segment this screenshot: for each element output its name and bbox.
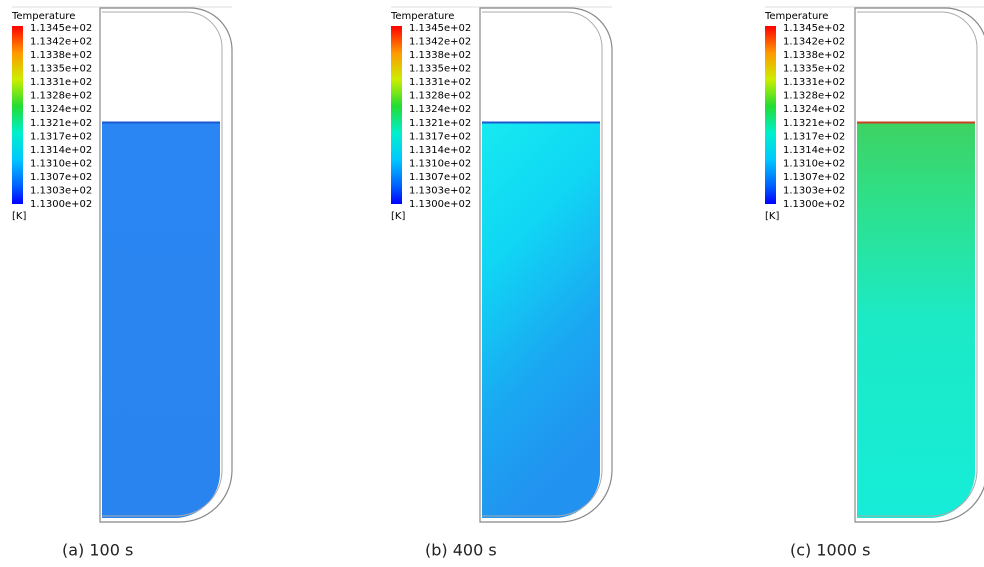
legend-label: 1.1303e+02 <box>409 185 471 196</box>
legend-unit: [K] <box>391 211 405 222</box>
legend-label: 1.1342e+02 <box>30 37 92 48</box>
caption: (a) 100 s <box>62 541 133 560</box>
legend-label: 1.1342e+02 <box>409 37 471 48</box>
colorbar <box>765 26 776 204</box>
legend-label: 1.1321e+02 <box>30 118 92 129</box>
legend-title: Temperature <box>764 11 828 22</box>
legend-label: 1.1300e+02 <box>783 199 845 210</box>
legend-label: 1.1324e+02 <box>409 104 471 115</box>
legend-label: 1.1303e+02 <box>30 185 92 196</box>
legend-label: 1.1307e+02 <box>783 172 845 183</box>
legend-label: 1.1345e+02 <box>783 23 845 34</box>
tank-outer <box>854 7 984 523</box>
legend-label: 1.1300e+02 <box>30 199 92 210</box>
fluid <box>857 122 976 518</box>
tank-outer <box>479 7 613 523</box>
legend-label: 1.1335e+02 <box>409 64 471 75</box>
caption: (c) 1000 s <box>790 541 871 560</box>
legend-label: 1.1338e+02 <box>409 50 471 61</box>
legend-label: 1.1314e+02 <box>409 145 471 156</box>
legend-label: 1.1310e+02 <box>30 158 92 169</box>
caption: (b) 400 s <box>425 541 497 560</box>
legend-label: 1.1324e+02 <box>30 104 92 115</box>
tank-inner <box>102 11 223 517</box>
tank-inner <box>857 11 978 517</box>
legend-label: 1.1300e+02 <box>409 199 471 210</box>
legend-label: 1.1331e+02 <box>783 77 845 88</box>
legend-title: Temperature <box>390 11 454 22</box>
tank-outer <box>99 7 233 523</box>
legend-label: 1.1328e+02 <box>783 91 845 102</box>
legend-label: 1.1314e+02 <box>30 145 92 156</box>
colorbar <box>12 26 23 204</box>
legend-label: 1.1345e+02 <box>409 23 471 34</box>
legend-label: 1.1317e+02 <box>409 131 471 142</box>
legend-label: 1.1307e+02 <box>409 172 471 183</box>
legend-label: 1.1307e+02 <box>30 172 92 183</box>
legend-label: 1.1321e+02 <box>409 118 471 129</box>
legend-label: 1.1331e+02 <box>409 77 471 88</box>
legend-label: 1.1317e+02 <box>30 131 92 142</box>
legend-label: 1.1338e+02 <box>30 50 92 61</box>
legend-label: 1.1331e+02 <box>30 77 92 88</box>
legend-label: 1.1310e+02 <box>409 158 471 169</box>
legend-label: 1.1335e+02 <box>783 64 845 75</box>
legend-label: 1.1335e+02 <box>30 64 92 75</box>
legend-label: 1.1303e+02 <box>783 185 845 196</box>
fluid <box>102 122 221 518</box>
legend-label: 1.1317e+02 <box>783 131 845 142</box>
legend-label: 1.1338e+02 <box>783 50 845 61</box>
legend-unit: [K] <box>12 211 26 222</box>
colorbar <box>391 26 402 204</box>
legend-label: 1.1345e+02 <box>30 23 92 34</box>
legend-label: 1.1310e+02 <box>783 158 845 169</box>
legend-unit: [K] <box>765 211 779 222</box>
legend-label: 1.1324e+02 <box>783 104 845 115</box>
fluid <box>482 122 601 518</box>
legend-title: Temperature <box>11 11 75 22</box>
legend-label: 1.1328e+02 <box>30 91 92 102</box>
legend-label: 1.1314e+02 <box>783 145 845 156</box>
tank-inner <box>482 11 603 517</box>
legend-label: 1.1321e+02 <box>783 118 845 129</box>
legend-label: 1.1342e+02 <box>783 37 845 48</box>
legend-label: 1.1328e+02 <box>409 91 471 102</box>
